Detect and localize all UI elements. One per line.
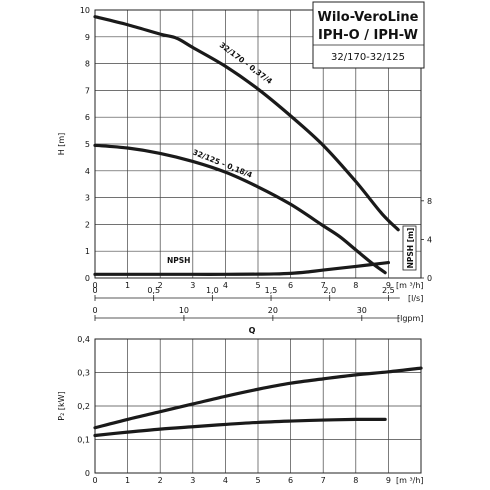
npsh-tick-label: 0 (427, 274, 432, 283)
head-x-tick-label: 3 (190, 281, 195, 290)
head-curve-2 (93, 260, 390, 276)
title-line-1: Wilo-VeroLine (318, 10, 419, 25)
power-y-tick-label: 0 (85, 469, 90, 478)
power-y-tick-label: 0,2 (77, 402, 90, 411)
power-x-tick-label: 0 (92, 476, 97, 485)
title-box: Wilo-VeroLine IPH-O / IPH-W 32/170-32/12… (312, 1, 425, 69)
head-y-tick-label: 3 (85, 194, 90, 203)
head-curve-1 (93, 143, 387, 275)
power-x-tick-label: 6 (288, 476, 293, 485)
ls-tick-label: 2,5 (382, 286, 395, 295)
power-y-tick-label: 0,4 (77, 335, 90, 344)
power-x-tick-label: 9 (386, 476, 391, 485)
power-x-tick-label: 5 (255, 476, 260, 485)
head-y-tick-label: 0 (85, 274, 90, 283)
head-y-tick-label: 7 (85, 86, 90, 95)
npsh-axis-label-box (402, 225, 417, 271)
head-x-tick-label: 2 (158, 281, 163, 290)
y-axis-title: H [m] (57, 133, 66, 156)
head-y-tick-label: 8 (85, 60, 90, 69)
power-chart-labels: 0 0,1 0,2 0,3 0,4 0 1 2 3 4 5 6 7 8 9 [m ³/h] P₂ [kW] (57, 335, 424, 485)
lgpm-tick-label: 20 (268, 306, 278, 315)
power-x-tick-label: 2 (158, 476, 163, 485)
head-y-tick-label: 5 (85, 140, 90, 149)
power-x-tick-label: 8 (353, 476, 358, 485)
power-chart-curves (93, 366, 423, 438)
unit-lgpm-label: [lgpm] (397, 314, 423, 323)
head-x-tick-label: 8 (353, 281, 358, 290)
npsh-axis-label: NPSH [m] (406, 228, 415, 269)
ls-tick-label: 0 (92, 286, 97, 295)
power-curve-0 (93, 366, 423, 430)
power-plot-frame (94, 338, 422, 474)
power-y-axis-title: P₂ [kW] (57, 391, 66, 420)
ls-tick-label: 2,0 (323, 286, 336, 295)
title-line-3: 32/170-32/125 (331, 52, 405, 63)
head-y-tick-label: 6 (85, 113, 90, 122)
head-chart-curves (93, 15, 400, 276)
curve-label-npsh: NPSH (167, 256, 190, 265)
head-x-tick-label: 4 (223, 281, 228, 290)
head-x-tick-label: 7 (321, 281, 326, 290)
ls-tick-label: 1,0 (206, 286, 219, 295)
power-unit-m3h-label: [m ³/h] (396, 476, 424, 485)
power-x-tick-label: 1 (125, 476, 130, 485)
x-axis-title: Q (249, 326, 256, 335)
power-y-tick-label: 0,3 (77, 369, 90, 378)
power-x-tick-label: 3 (190, 476, 195, 485)
unit-m3h-label: [m ³/h] (396, 281, 424, 290)
head-y-tick-label: 1 (85, 247, 90, 256)
npsh-tick-label: 8 (427, 197, 432, 206)
unit-ls-label: [l/s] (408, 294, 423, 303)
head-x-tick-label: 5 (255, 281, 260, 290)
power-y-tick-label: 0,1 (77, 436, 90, 445)
head-x-tick-label: 6 (288, 281, 293, 290)
head-x-tick-label: 9 (386, 281, 391, 290)
power-x-tick-label: 4 (223, 476, 228, 485)
lgpm-tick-label: 10 (179, 306, 189, 315)
head-curve-0 (93, 15, 400, 232)
ls-tick-label: 0,5 (147, 286, 160, 295)
ls-tick-label: 1,5 (265, 286, 278, 295)
head-x-tick-label: 0 (92, 281, 97, 290)
head-y-tick-label: 2 (85, 220, 90, 229)
head-y-tick-label: 9 (85, 33, 90, 42)
power-curve-1 (93, 417, 387, 438)
power-chart-grid (94, 338, 422, 474)
lgpm-tick-label: 30 (357, 306, 367, 315)
head-y-tick-label: 4 (85, 167, 90, 176)
lgpm-tick-label: 0 (92, 306, 97, 315)
power-x-tick-label: 7 (321, 476, 326, 485)
head-y-tick-label: 10 (80, 6, 90, 15)
head-x-tick-label: 1 (125, 281, 130, 290)
npsh-tick-label: 4 (427, 235, 432, 244)
title-line-2: IPH-O / IPH-W (318, 28, 418, 43)
